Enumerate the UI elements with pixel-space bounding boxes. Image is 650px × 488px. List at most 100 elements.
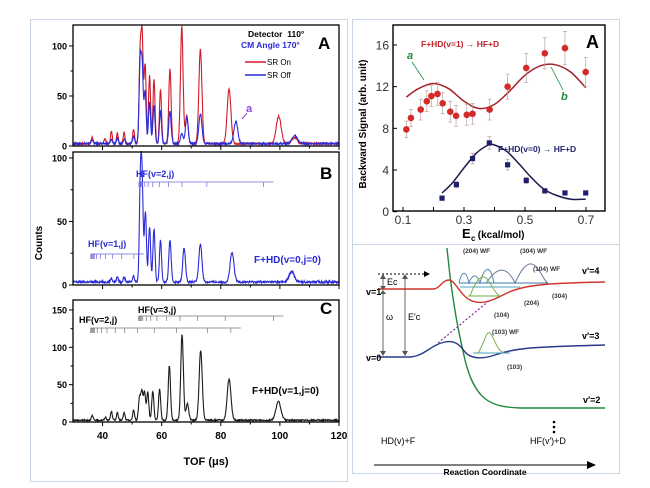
data-point-v1 <box>541 50 549 57</box>
wavefunction-204 <box>458 269 495 285</box>
ellipsis-dot <box>552 425 556 429</box>
wf-label-103: (103) WF <box>492 329 519 336</box>
y-tick-label: 50 <box>57 217 67 227</box>
panel-label-b: B <box>320 164 332 183</box>
data-point-v0 <box>542 188 548 194</box>
level-label-v1: v=1 <box>366 287 381 297</box>
potential-energy-diagram <box>374 247 606 469</box>
reaction-label-c: F+HD(v=1,j=0) <box>252 386 319 397</box>
curve-v0 <box>378 340 606 359</box>
data-point-v0 <box>486 140 492 146</box>
series-label-v1: F+HD(v=1) → HF+D <box>421 39 499 49</box>
state-label-204: (204) <box>524 300 539 307</box>
data-point-v1 <box>561 44 569 52</box>
annotation-b: b <box>561 91 568 103</box>
data-point-v0 <box>469 155 476 162</box>
ellipsis-dot <box>552 420 556 424</box>
panel-label-right-a: A <box>586 32 599 52</box>
y-tick-label: 150 <box>52 306 67 316</box>
data-point-v0 <box>583 190 589 196</box>
x-tick-label: 40 <box>97 431 109 442</box>
hf-v2-label-c: HF(v=2,j) <box>79 315 117 325</box>
x-tick-label: 120 <box>331 431 348 442</box>
curve-vp2 <box>446 247 605 409</box>
wf-label-104: (104) WF <box>533 266 560 273</box>
peak-marker-a: a <box>246 103 253 115</box>
x-axis-label-unit: (kcal/mol) <box>475 230 524 241</box>
y-tick-label: 0 <box>382 205 389 219</box>
x-axis-label-ec: E c (kcal/mol) <box>462 226 524 243</box>
data-point-v1 <box>428 92 435 100</box>
plot-frame <box>72 299 340 423</box>
data-point-v1 <box>434 90 441 98</box>
level-label-vp3: v′=3 <box>582 331 599 341</box>
cm-angle-annotation: CM Angle 170° <box>241 40 300 50</box>
data-point-v1 <box>463 111 471 119</box>
data-point-v1 <box>423 97 431 105</box>
data-point-v0 <box>453 182 459 188</box>
tof-panel-b: 0 50 100 <box>52 151 340 291</box>
wf-label-304: (304) WF <box>520 248 547 255</box>
x-tick-label: 0.3 <box>456 213 473 227</box>
annotation-b-arrow <box>550 66 564 91</box>
data-point-v1 <box>582 68 589 76</box>
y-tick-label: 100 <box>52 154 67 164</box>
data-point-v0 <box>562 190 568 196</box>
detector-annotation: Detector 110° <box>248 29 305 39</box>
data-point-v1 <box>439 100 446 107</box>
reaction-coordinate-arrowhead <box>587 461 596 469</box>
x-axis-label-sub: c <box>471 234 476 243</box>
hf-v3-label-c: HF(v=3,j) <box>138 305 176 315</box>
x-tick-label: 0.1 <box>395 213 412 227</box>
hf-v1-label-b: HF(v=1,j) <box>88 239 126 249</box>
data-point-v1 <box>469 110 476 118</box>
x-tick-label: 0.7 <box>578 213 595 227</box>
y-tick-label: 8 <box>382 122 389 136</box>
level-label-vp2: v′=2 <box>583 395 600 405</box>
y-axis-label-backward-signal: Backward Signal (arb. unit) <box>358 60 369 189</box>
wavefunction-104 <box>469 276 501 297</box>
panel-label-a: A <box>318 34 330 53</box>
legend-label-sr-off: SR Off <box>267 71 292 80</box>
y-tick-label: 0 <box>62 418 67 428</box>
plot-frame <box>392 24 606 212</box>
x-tick-label: 100 <box>272 431 289 442</box>
data-point-v1 <box>417 106 424 113</box>
x-tick-label: 60 <box>156 431 168 442</box>
data-point-v1 <box>403 126 410 133</box>
reaction-label-b: F+HD(v=0,j=0) <box>254 255 321 266</box>
backward-signal-chart: 0 4 8 12 16 0.1 0.3 0.5 0.7 <box>376 24 606 227</box>
y-tick-label: 50 <box>57 92 67 102</box>
data-point-v1 <box>446 108 454 115</box>
data-point-v0 <box>439 195 445 201</box>
data-point-v1 <box>452 112 460 120</box>
series-line-sr-off <box>72 48 340 147</box>
wavefunction-103 <box>477 332 505 354</box>
y-tick-label: 100 <box>52 343 67 353</box>
y-tick-label: 4 <box>382 164 389 178</box>
wavefunction-304 <box>485 263 549 285</box>
energy-label-omega: ω <box>386 312 393 322</box>
data-point-v1 <box>522 64 530 72</box>
tof-panel-c: 0 50 100 150 40 60 80 100 120 <box>52 299 348 442</box>
fit-curve-v1 <box>405 63 587 110</box>
y-tick-label: 0 <box>62 281 67 291</box>
wf-label-204: (204) WF <box>463 248 490 255</box>
data-point-v1 <box>486 106 493 113</box>
data-point-v0 <box>505 162 511 168</box>
legend-label-sr-on: SR On <box>267 58 291 67</box>
fit-curve-v0 <box>441 143 586 201</box>
energy-label-ec: Ec <box>387 277 398 287</box>
x-tick-label: 0.5 <box>517 213 534 227</box>
crossing-dashed-line <box>437 299 491 344</box>
series-line-f-hd-v-0-j-0- <box>72 151 340 286</box>
tof-panel-a: 0 50 100 <box>52 24 340 152</box>
curve-v1 <box>378 279 606 304</box>
series-label-v0: F+HD(v=0) → HF+D <box>498 144 576 154</box>
panel-label-c: C <box>320 299 332 318</box>
y-tick-label: 0 <box>62 142 67 152</box>
data-point-v1 <box>504 83 511 90</box>
right-figure-frame <box>352 19 620 246</box>
left-figure-frame <box>30 19 348 482</box>
